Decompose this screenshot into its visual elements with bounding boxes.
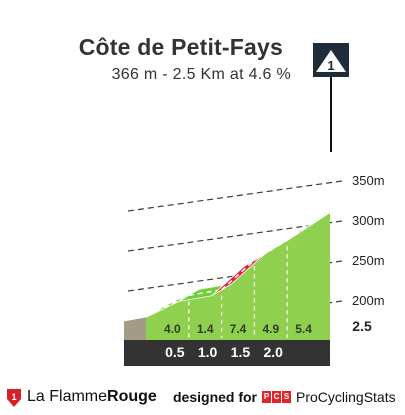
y-tick-labels: 350m 300m 250m 200m [352, 173, 385, 308]
gradient-label: 1.4 [197, 322, 214, 336]
pcs-logo-p: P [262, 391, 271, 403]
gradient-label: 5.4 [295, 322, 312, 336]
ribbon-centerline [221, 259, 255, 291]
gradient-labels: 4.0 1.4 7.4 4.9 5.4 [164, 322, 312, 336]
km-label: 0.5 [165, 344, 185, 360]
brand-bold: Rouge [107, 388, 157, 405]
ribbon-centerline [188, 289, 222, 297]
km-label: 2.5 [352, 318, 372, 334]
km-label: 1.0 [198, 344, 218, 360]
brand-light: La Flamme [27, 388, 108, 405]
climb-title: Côte de Petit-Fays [78, 34, 283, 60]
y-tick-label: 200m [352, 293, 385, 308]
pcs-name: ProCyclingStats [296, 389, 396, 405]
km-marker: 1 [313, 43, 349, 152]
km-label: 1.5 [231, 344, 251, 360]
pcs-logo-c: C [272, 391, 281, 403]
elevation-profile-chart: 350m 300m 250m 200m 4.0 1.4 7.4 4.9 5.4 0.5 1.0 1… [124, 43, 385, 366]
ribbon-centerline [254, 239, 288, 261]
y-tick-label: 300m [352, 213, 385, 228]
km-label: 2.0 [263, 344, 283, 360]
y-gridline [127, 180, 343, 212]
km-labels: 0.5 1.0 1.5 2.0 2.5 [165, 318, 372, 360]
profile-area [124, 212, 330, 366]
climb-subtitle: 366 m - 2.5 Km at 4.6 % [111, 66, 291, 83]
pcs-logo: P C S [262, 391, 291, 403]
profile-base [124, 340, 330, 366]
ribbon-centerline [286, 217, 321, 241]
footer: 1 La FlammeRouge designed for P C S ProC… [0, 384, 405, 408]
gradient-label: 4.0 [164, 322, 181, 336]
y-tick-label: 350m [352, 173, 385, 188]
y-tick-label: 250m [352, 253, 385, 268]
profile-side [124, 317, 146, 340]
ribbon-centerline [155, 294, 190, 313]
marker-triangle-icon [316, 50, 346, 72]
gradient-ribbon [145, 212, 331, 318]
svg-text:1: 1 [11, 392, 16, 402]
profile-face [146, 212, 330, 340]
flamme-rouge-flag-icon: 1 [7, 389, 21, 407]
marker-label: 1 [327, 58, 334, 73]
brand-name: La FlammeRouge [27, 388, 157, 406]
y-gridline [127, 220, 343, 252]
pcs-logo-s: S [282, 391, 291, 403]
gradient-label: 4.9 [262, 322, 279, 336]
designed-for-label: designed for [173, 389, 258, 405]
km-dividers [188, 246, 288, 338]
gradient-label: 7.4 [230, 322, 247, 336]
